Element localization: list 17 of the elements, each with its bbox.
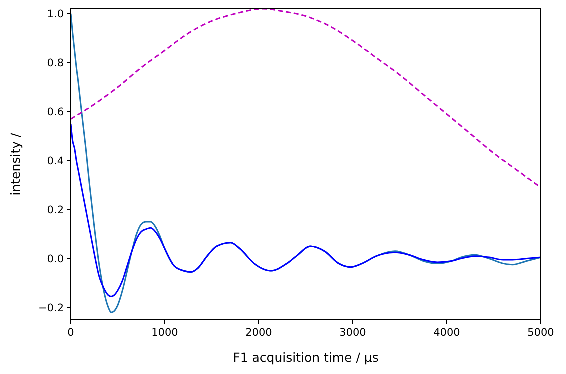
x-tick-label: 5000	[528, 327, 554, 339]
x-tick-label: 1000	[152, 327, 178, 339]
y-tick-label: −0.2	[38, 302, 64, 314]
x-axis-title: F1 acquisition time / μs	[233, 350, 379, 365]
y-tick-label: 1.0	[47, 8, 64, 21]
y-tick-label: 0.6	[47, 106, 64, 119]
y-tick-label: 0.0	[47, 253, 64, 266]
y-tick-label: 0.2	[47, 204, 64, 216]
x-tick-label: 4000	[434, 327, 460, 339]
y-tick-label: 0.8	[47, 58, 64, 70]
x-tick-label: 0	[68, 327, 74, 339]
line-series	[71, 9, 541, 189]
y-axis-title: intensity /	[8, 132, 23, 196]
line-series	[71, 123, 541, 298]
x-tick-label: 3000	[340, 327, 366, 339]
y-tick-label: 0.4	[47, 156, 64, 168]
x-tick-label: 2000	[246, 327, 272, 339]
